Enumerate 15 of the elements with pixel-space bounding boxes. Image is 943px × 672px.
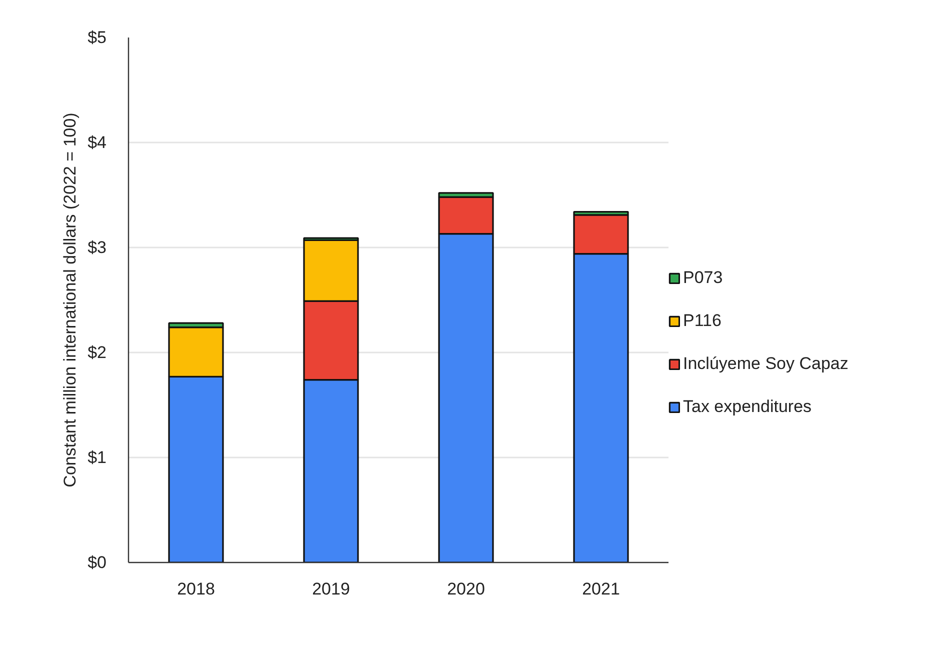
x-tick-label: 2020 <box>447 580 485 598</box>
legend-label: P073 <box>683 268 723 288</box>
legend-label: Tax expenditures <box>683 397 812 417</box>
x-tick-label: 2018 <box>177 580 215 598</box>
y-axis-title: Constant million international dollars (2022 = 100) <box>60 112 80 488</box>
y-tick-label: $0 <box>88 553 107 572</box>
y-tick-label: $5 <box>88 28 107 47</box>
y-tick-label: $1 <box>88 448 107 467</box>
x-tick-label: 2019 <box>312 580 350 598</box>
y-tick-label: $3 <box>88 238 107 257</box>
y-tick-label: $2 <box>88 343 107 362</box>
legend-label: P116 <box>683 311 722 331</box>
x-tick-label: 2021 <box>582 580 620 598</box>
y-tick-label: $4 <box>88 133 107 152</box>
legend-label: Inclúyeme Soy Capaz <box>683 354 848 374</box>
